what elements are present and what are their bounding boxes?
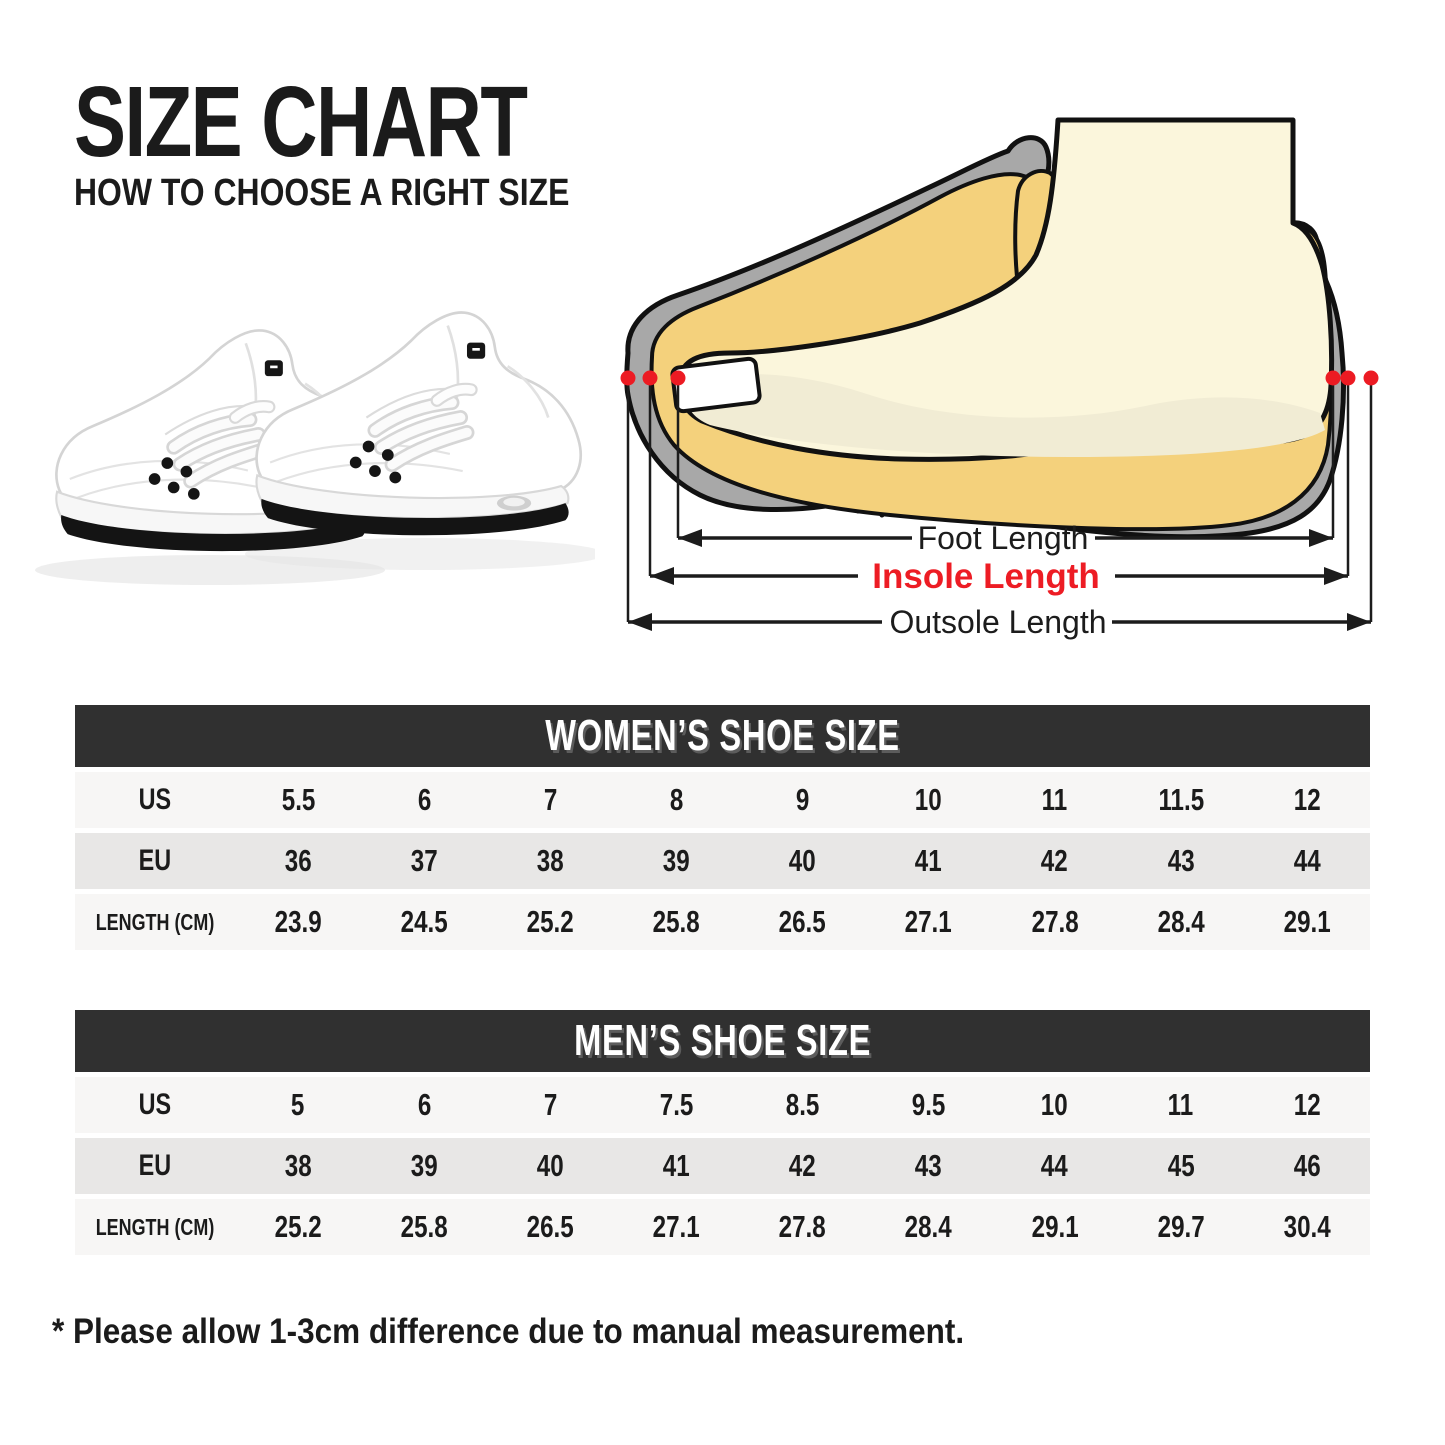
size-cell: 42 [789, 1148, 816, 1183]
womens-size-table: WOMEN’S SHOE SIZE US 5.5 6 7 8 9 10 11 1… [75, 705, 1370, 950]
size-cell: 5.5 [281, 782, 315, 817]
size-cell: 26.5 [778, 904, 827, 939]
size-cell: 40 [536, 1148, 564, 1183]
womens-table-title: WOMEN’S SHOE SIZE [545, 711, 900, 760]
size-cell: 36 [284, 843, 312, 878]
size-cell: 6 [417, 782, 431, 817]
size-cell: 23.9 [274, 904, 322, 939]
size-cell: 40 [789, 843, 816, 878]
size-cell: 12 [1293, 782, 1321, 817]
page-title: SIZE CHART [74, 72, 654, 172]
size-cell: 29.7 [1157, 1209, 1205, 1244]
outsole-length-label: Outsole Length [889, 604, 1106, 640]
toenail-shape [670, 356, 762, 414]
foot-length-dimension: Foot Length [678, 520, 1333, 556]
outsole-length-dimension: Outsole Length [628, 604, 1371, 640]
right-sneaker [256, 312, 580, 535]
foot-measurement-diagram: Foot Length Insole Length Outsole Length [620, 117, 1379, 640]
size-cell: 28.4 [905, 1209, 953, 1244]
shoe-shadow [245, 538, 595, 570]
page-subtitle-text: HOW TO CHOOSE A RIGHT SIZE [74, 172, 570, 214]
table-row-eu: EU 38 39 40 41 42 43 44 45 46 [75, 1138, 1370, 1194]
size-cell: 11.5 [1157, 782, 1204, 817]
size-cell: 28.4 [1157, 904, 1205, 939]
size-cell: 42 [1041, 843, 1069, 878]
size-cell: 38 [536, 843, 564, 878]
size-cell: 46 [1293, 1148, 1321, 1183]
size-cell: 6 [417, 1087, 431, 1122]
size-cell: 8.5 [785, 1087, 820, 1122]
insole-length-dimension: Insole Length [650, 557, 1348, 596]
size-cell: 43 [1167, 843, 1195, 878]
size-cell: 7 [543, 1087, 557, 1122]
row-label: LENGTH (CM) [95, 908, 215, 935]
size-cell: 29.1 [1031, 1209, 1079, 1244]
size-cell: 44 [1293, 843, 1321, 878]
measurement-disclaimer-text: * Please allow 1-3cm difference due to m… [52, 1312, 965, 1351]
size-cell: 41 [915, 843, 943, 878]
size-cell: 39 [662, 843, 690, 878]
size-cell: 27.1 [905, 904, 953, 939]
page-title-text: SIZE CHART [74, 66, 528, 178]
insole-length-label: Insole Length [872, 557, 1100, 596]
size-cell: 10 [1041, 1087, 1069, 1122]
size-cell: 43 [915, 1148, 943, 1183]
size-cell: 27.8 [778, 1209, 827, 1244]
row-label: EU [138, 1149, 172, 1182]
size-cell: 5 [291, 1087, 305, 1122]
mens-table-title: MEN’S SHOE SIZE [574, 1016, 871, 1065]
foot-length-label: Foot Length [918, 520, 1089, 556]
size-cell: 25.8 [400, 1209, 448, 1244]
size-cell: 8 [669, 782, 684, 817]
size-cell: 25.2 [274, 1209, 322, 1244]
page-subtitle: HOW TO CHOOSE A RIGHT SIZE [74, 174, 664, 212]
womens-table-header: WOMEN’S SHOE SIZE [75, 705, 1370, 767]
size-cell: 10 [915, 782, 943, 817]
size-cell: 7.5 [659, 1087, 694, 1122]
table-row-us: US 5 6 7 7.5 8.5 9.5 10 11 12 [75, 1077, 1370, 1133]
size-cell: 25.8 [652, 904, 700, 939]
measure-point-dots [620, 370, 1379, 386]
row-label: US [138, 1088, 172, 1121]
size-cell: 30.4 [1283, 1209, 1331, 1244]
size-cell: 37 [410, 843, 438, 878]
size-cell: 45 [1167, 1148, 1195, 1183]
size-cell: 7 [543, 782, 557, 817]
row-label: EU [138, 844, 172, 877]
measurement-disclaimer: * Please allow 1-3cm difference due to m… [52, 1312, 1065, 1352]
size-cell: 26.5 [526, 1209, 574, 1244]
size-cell: 9.5 [911, 1087, 946, 1122]
size-cell: 25.2 [526, 904, 574, 939]
mens-table-header: MEN’S SHOE SIZE [75, 1010, 1370, 1072]
size-cell: 41 [662, 1148, 690, 1183]
size-cell: 27.1 [652, 1209, 700, 1244]
size-cell: 29.1 [1283, 904, 1331, 939]
table-row-eu: EU 36 37 38 39 40 41 42 43 44 [75, 833, 1370, 889]
size-cell: 12 [1293, 1087, 1321, 1122]
size-cell: 11 [1041, 782, 1068, 817]
size-cell: 39 [410, 1148, 438, 1183]
size-cell: 9 [795, 782, 810, 817]
row-label: US [138, 783, 172, 816]
extension-lines [626, 385, 1373, 622]
size-cell: 27.8 [1031, 904, 1079, 939]
foot-shading [684, 374, 1325, 457]
size-cell: 44 [1041, 1148, 1069, 1183]
table-row-length: LENGTH (CM) 25.2 25.8 26.5 27.1 27.8 28.… [75, 1199, 1370, 1255]
table-row-length: LENGTH (CM) 23.9 24.5 25.2 25.8 26.5 27.… [75, 894, 1370, 950]
size-cell: 38 [284, 1148, 312, 1183]
table-row-us: US 5.5 6 7 8 9 10 11 11.5 12 [75, 772, 1370, 828]
row-label: LENGTH (CM) [95, 1213, 215, 1240]
size-cell: 11 [1168, 1087, 1194, 1122]
sneakers-product-image [35, 268, 595, 585]
size-cell: 24.5 [400, 904, 448, 939]
mens-size-table: MEN’S SHOE SIZE US 5 6 7 7.5 8.5 9.5 10 … [75, 1010, 1370, 1255]
